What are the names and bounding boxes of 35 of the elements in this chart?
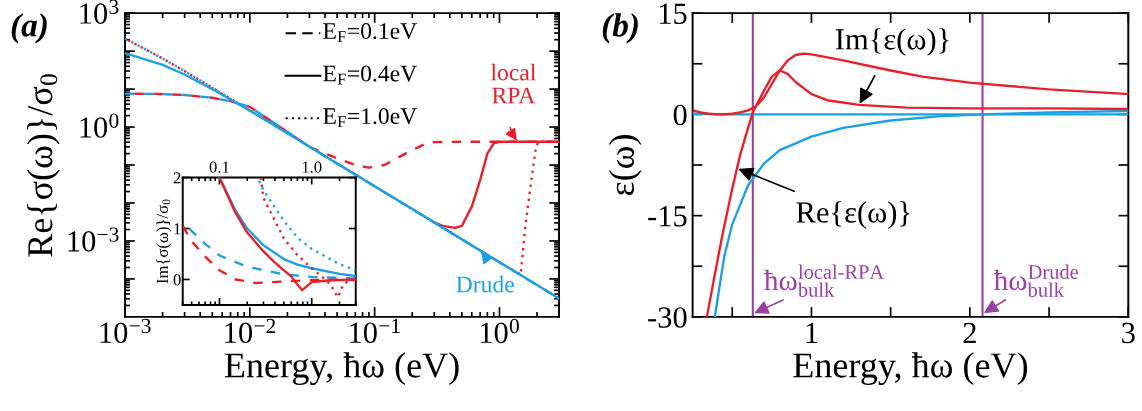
annotation: Drude — [456, 275, 514, 293]
y-tick-label: -30 — [648, 307, 687, 328]
y-axis-title: Re{σ(ω)}/σ$_{0}$ — [27, 74, 60, 257]
x-tick-label: 10$^{−2}$ — [225, 318, 276, 344]
y-tick-label: 15 — [659, 3, 687, 25]
x-tick-label: 2 — [963, 322, 976, 343]
x-tick-label: 1 — [806, 322, 818, 343]
x-axis-title: Energy, ħω (eV) — [224, 352, 459, 386]
x-tick-label: 10$^{−1}$ — [350, 318, 400, 344]
chart-title: (a) — [11, 13, 47, 44]
y-tick-label: 10$^{0}$ — [80, 113, 119, 138]
y-tick-label: 0 — [173, 274, 181, 286]
y-tick-label: 1 — [174, 223, 181, 235]
y-axis-title: Im{σ(ω)}/σ$_{0}$ — [156, 199, 172, 284]
x-tick-label: 0.1 — [209, 161, 229, 173]
chart-title: (b) — [602, 13, 638, 44]
y-tick-label: -15 — [648, 206, 687, 227]
ref-line-label: ħω$^{Drude}$$_{bulk}$ — [993, 264, 1078, 297]
y-tick-label: 10$^{−3}$ — [68, 227, 119, 252]
x-tick-label: 3 — [1122, 322, 1135, 344]
annotation: Re{ε(ω)} — [796, 201, 910, 229]
y-tick-label: 0 — [673, 104, 687, 126]
ref-line-label: ħω$^{local-RPA}$$_{bulk}$ — [764, 264, 884, 297]
annotation: local RPA — [490, 63, 536, 104]
x-tick-label: 10$^{0}$ — [480, 318, 519, 344]
y-tick-label: 10$^{3}$ — [80, 0, 119, 24]
x-axis-title: Energy, ħω (eV) — [793, 352, 1028, 386]
annotation: E$_{F}$=0.4eV — [323, 65, 417, 85]
annotation: E$_{F}$=1.0eV — [323, 108, 417, 128]
x-tick-label: 10$^{−3}$ — [100, 318, 151, 344]
annotation: Im{ε(ω)} — [835, 28, 949, 56]
annotation: E$_{F}$=0.1eV — [323, 23, 417, 43]
y-axis-title: ε(ω) — [608, 135, 642, 196]
y-tick-label: 2 — [173, 172, 181, 184]
x-tick-label: 1.0 — [302, 161, 322, 173]
